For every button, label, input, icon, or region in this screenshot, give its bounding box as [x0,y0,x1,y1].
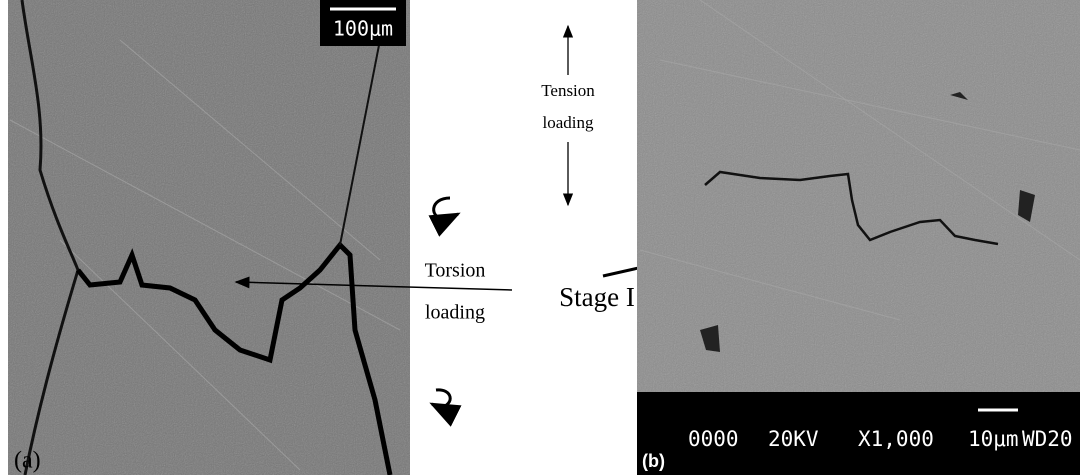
info-text: X1,000 [858,427,934,451]
figure: 100μm (a) Tension loading Torsion loadin… [0,0,1080,475]
panel-label: (b) [642,451,665,471]
panel-label: (a) [14,448,41,474]
info-text: 20KV [768,427,819,451]
sem-image-a: 100μm (a) [8,0,410,475]
info-text: WD20 [1022,427,1073,451]
scale-bar-label: 100μm [333,17,393,41]
info-text: 10μm [968,427,1019,451]
tension-label: loading [543,113,594,132]
sem-image-b: 0000 20KV X1,000 10μm WD20 (b) [637,0,1080,475]
stage-label: Stage I [559,282,635,312]
tension-label: Tension [541,81,595,100]
torsion-label: Torsion [425,260,486,282]
info-text: 0000 [688,427,739,451]
torsion-label: loading [425,302,485,324]
page: 100μm (a) Tension loading Torsion loadin… [0,0,1080,475]
